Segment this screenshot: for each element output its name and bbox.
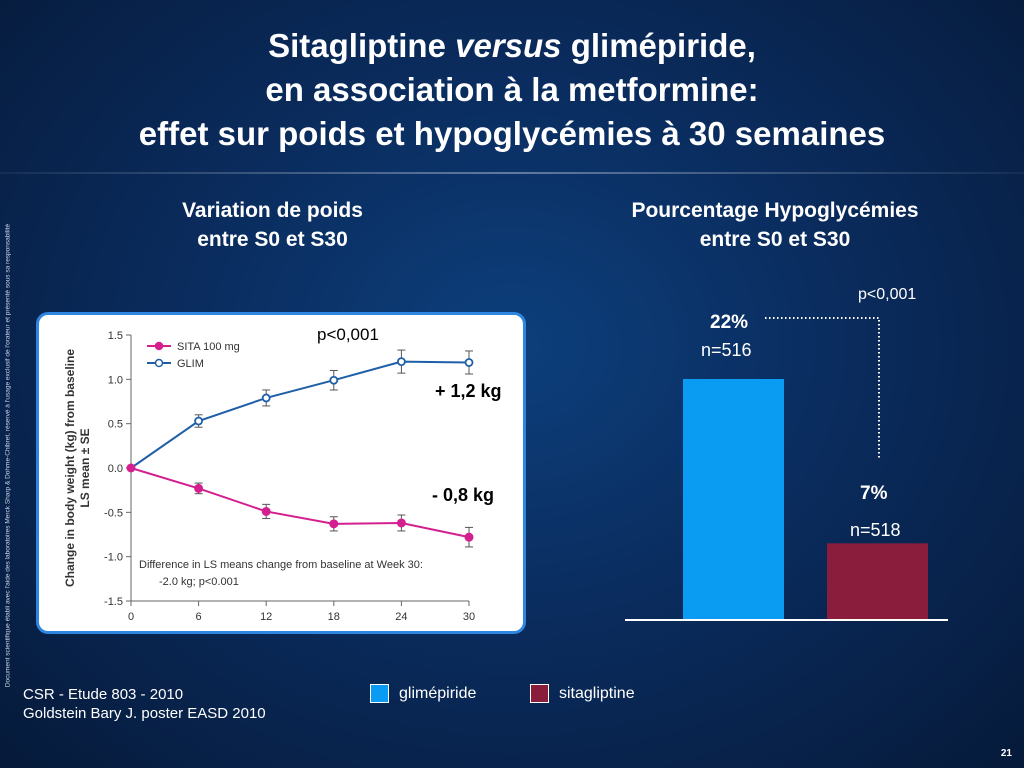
data-point xyxy=(329,375,339,385)
legend-marker xyxy=(154,358,164,368)
data-point xyxy=(261,506,271,516)
left-p-value: p<0,001 xyxy=(317,325,379,344)
slide-title: Sitagliptine versus glimépiride, en asso… xyxy=(138,27,886,152)
y-axis-label-sub: LS mean ± SE xyxy=(78,428,92,507)
legend-swatch-sitagliptine xyxy=(530,684,549,703)
x-tick-label: 30 xyxy=(463,611,475,623)
bar-sitagliptine xyxy=(827,543,928,620)
x-tick-label: 12 xyxy=(260,611,272,623)
y-tick-label: -0.5 xyxy=(104,507,123,519)
left-panel-heading: Variation de poids entre S0 et S30 xyxy=(182,199,363,251)
sita-weight-change: - 0,8 kg xyxy=(432,485,495,505)
weight-line-chart: 1.5 1.0 0.5 0.0 -0.5 -1.0 -1.5 0 6 12 18 24 30 Change… xyxy=(63,330,475,623)
data-point xyxy=(126,463,136,473)
legend-item-glimepiride: glimépiride xyxy=(370,684,476,703)
x-tick-label: 24 xyxy=(395,611,407,623)
y-tick-label: 1.0 xyxy=(108,374,123,386)
title-divider xyxy=(0,172,1024,174)
data-point xyxy=(464,358,474,367)
y-tick-label: 1.5 xyxy=(108,330,123,342)
y-tick-label: -1.5 xyxy=(104,596,123,608)
chart-annotation: Difference in LS means change from basel… xyxy=(139,559,423,571)
sita-hypo-n: n=518 xyxy=(850,520,901,540)
bar-glimépiride xyxy=(683,379,784,620)
y-tick-label: 0.0 xyxy=(108,463,123,475)
series-line-sita-100-mg xyxy=(130,467,470,539)
legend-item-sitagliptine: sitagliptine xyxy=(530,684,635,703)
y-axis-label: Change in body weight (kg) from baseline xyxy=(63,349,77,587)
source-citation: CSR - Etude 803 - 2010 Goldstein Bary J.… xyxy=(23,686,266,722)
chart-annotation: -2.0 kg; p<0.001 xyxy=(159,576,239,588)
data-point xyxy=(464,532,474,542)
x-tick-label: 0 xyxy=(128,611,134,623)
legend-label: SITA 100 mg xyxy=(177,341,240,353)
glim-hypo-n: n=516 xyxy=(701,340,752,360)
right-p-value: p<0,001 xyxy=(858,286,917,303)
series-line-glim xyxy=(130,360,470,469)
sita-hypo-pct: 7% xyxy=(860,483,888,504)
data-point xyxy=(261,393,271,403)
y-tick-label: 0.5 xyxy=(108,419,123,431)
data-point xyxy=(194,416,204,426)
x-tick-label: 6 xyxy=(196,611,202,623)
data-point xyxy=(396,357,406,366)
legend-label-sitagliptine: sitagliptine xyxy=(559,684,635,702)
x-tick-label: 18 xyxy=(328,611,340,623)
glim-hypo-pct: 22% xyxy=(710,312,749,333)
glim-weight-change: + 1,2 kg xyxy=(435,381,502,401)
right-panel-heading: Pourcentage Hypoglycémies entre S0 et S3… xyxy=(631,199,919,251)
legend-marker xyxy=(154,341,164,351)
data-point xyxy=(194,483,204,493)
legend-label: GLIM xyxy=(177,358,204,370)
y-tick-label: -1.0 xyxy=(104,552,123,564)
legend-label-glimepiride: glimépiride xyxy=(399,684,477,702)
data-point xyxy=(329,519,339,529)
page-number: 21 xyxy=(1000,748,1012,759)
legend-swatch-glimepiride xyxy=(370,684,389,703)
data-point xyxy=(396,518,406,528)
weight-chart-card: 1.5 1.0 0.5 0.0 -0.5 -1.0 -1.5 0 6 12 18 24 30 Change… xyxy=(36,312,526,634)
